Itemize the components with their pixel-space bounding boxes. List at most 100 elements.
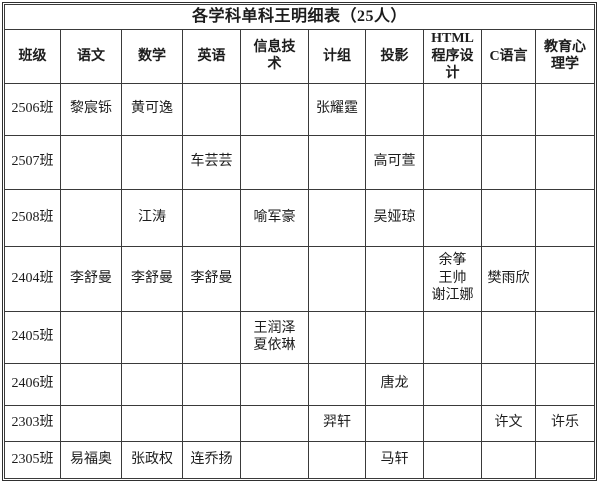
cell xyxy=(240,362,309,406)
cell xyxy=(182,404,241,442)
cell: 喻军豪 xyxy=(240,188,309,247)
cell xyxy=(308,188,366,247)
cell xyxy=(308,310,366,364)
column-header-math: 数学 xyxy=(121,29,183,84)
cell: 张耀霆 xyxy=(308,82,366,136)
column-header-computer-org: 计组 xyxy=(308,29,366,84)
cell: 易福奥 xyxy=(60,440,122,479)
class-label: 2507班 xyxy=(4,134,61,190)
cell: 李舒曼 xyxy=(121,245,183,312)
class-label: 2404班 xyxy=(4,245,61,312)
cell xyxy=(121,310,183,364)
table-row: 2405班 王润泽 夏依琳 xyxy=(4,310,596,364)
cell xyxy=(423,82,482,136)
cell xyxy=(121,362,183,406)
cell xyxy=(423,440,482,479)
cell xyxy=(121,134,183,190)
cell: 张政权 xyxy=(121,440,183,479)
table-title: 各学科单科王明细表（25人） xyxy=(3,4,596,30)
cell xyxy=(423,362,482,406)
table-row: 2305班 易福奥 张政权 连乔扬 马轩 xyxy=(4,440,596,479)
cell xyxy=(182,82,241,136)
table-row: 2507班 车芸芸 高可萱 xyxy=(4,134,596,190)
cell xyxy=(182,188,241,247)
cell: 黄可逸 xyxy=(121,82,183,136)
cell: 吴娅琼 xyxy=(365,188,424,247)
cell: 许乐 xyxy=(534,404,596,442)
table-row: 2508班 江涛 喻军豪 吴娅琼 xyxy=(4,188,596,247)
cell xyxy=(308,440,366,479)
cell: 江涛 xyxy=(121,188,183,247)
cell xyxy=(365,82,424,136)
cell xyxy=(240,245,309,312)
cell xyxy=(534,188,596,247)
cell xyxy=(481,440,536,479)
cell: 李舒曼 xyxy=(60,245,122,312)
class-label: 2405班 xyxy=(4,310,61,364)
cell xyxy=(481,134,536,190)
cell xyxy=(481,82,536,136)
cell xyxy=(240,134,309,190)
table-row: 2404班 李舒曼 李舒曼 李舒曼 余筝 王帅 谢江娜 樊雨欣 xyxy=(4,245,596,312)
cell xyxy=(240,404,309,442)
cell: 马轩 xyxy=(365,440,424,479)
cell: 黎宸铄 xyxy=(60,82,122,136)
cell xyxy=(534,362,596,406)
cell: 王润泽 夏依琳 xyxy=(240,310,309,364)
cell xyxy=(423,134,482,190)
cell xyxy=(182,310,241,364)
column-header-c-language: C语言 xyxy=(481,29,536,84)
column-header-class: 班级 xyxy=(4,29,61,84)
column-header-chinese: 语文 xyxy=(60,29,122,84)
column-header-it: 信息技术 xyxy=(240,29,309,84)
class-label: 2508班 xyxy=(4,188,61,247)
cell xyxy=(534,310,596,364)
cell: 余筝 王帅 谢江娜 xyxy=(423,245,482,312)
cell xyxy=(182,362,241,406)
class-label: 2506班 xyxy=(4,82,61,136)
column-header-projection: 投影 xyxy=(365,29,424,84)
cell xyxy=(534,82,596,136)
cell: 许文 xyxy=(481,404,536,442)
cell: 连乔扬 xyxy=(182,440,241,479)
cell xyxy=(365,404,424,442)
column-header-edu-psychology: 教育心理学 xyxy=(534,29,596,84)
class-label: 2303班 xyxy=(4,404,61,442)
subject-kings-table-frame: 各学科单科王明细表（25人） 班级 语文 数学 英语 信息技术 计组 投影 HT… xyxy=(2,2,598,481)
cell xyxy=(121,404,183,442)
cell xyxy=(60,310,122,364)
cell: 唐龙 xyxy=(365,362,424,406)
title-row: 各学科单科王明细表（25人） xyxy=(3,4,596,30)
subject-kings-table: 各学科单科王明细表（25人） 班级 语文 数学 英语 信息技术 计组 投影 HT… xyxy=(3,4,596,479)
cell xyxy=(60,188,122,247)
cell xyxy=(481,310,536,364)
cell xyxy=(481,362,536,406)
cell xyxy=(308,362,366,406)
cell: 李舒曼 xyxy=(182,245,241,312)
table-row: 2506班 黎宸铄 黄可逸 张耀霆 xyxy=(4,82,596,136)
cell: 羿轩 xyxy=(308,404,366,442)
cell xyxy=(365,310,424,364)
cell xyxy=(423,310,482,364)
cell xyxy=(240,82,309,136)
column-header-html-programming: HTML程序设计 xyxy=(423,29,482,84)
cell xyxy=(308,134,366,190)
cell xyxy=(423,404,482,442)
cell xyxy=(60,362,122,406)
cell xyxy=(308,245,366,312)
cell xyxy=(481,188,536,247)
cell xyxy=(423,188,482,247)
cell: 车芸芸 xyxy=(182,134,241,190)
cell xyxy=(60,404,122,442)
cell xyxy=(534,245,596,312)
class-label: 2305班 xyxy=(4,440,61,479)
cell xyxy=(240,440,309,479)
cell xyxy=(365,245,424,312)
cell xyxy=(534,440,596,479)
class-label: 2406班 xyxy=(4,362,61,406)
table-row: 2406班 唐龙 xyxy=(4,362,596,406)
column-header-english: 英语 xyxy=(182,29,241,84)
cell xyxy=(534,134,596,190)
cell: 樊雨欣 xyxy=(481,245,536,312)
